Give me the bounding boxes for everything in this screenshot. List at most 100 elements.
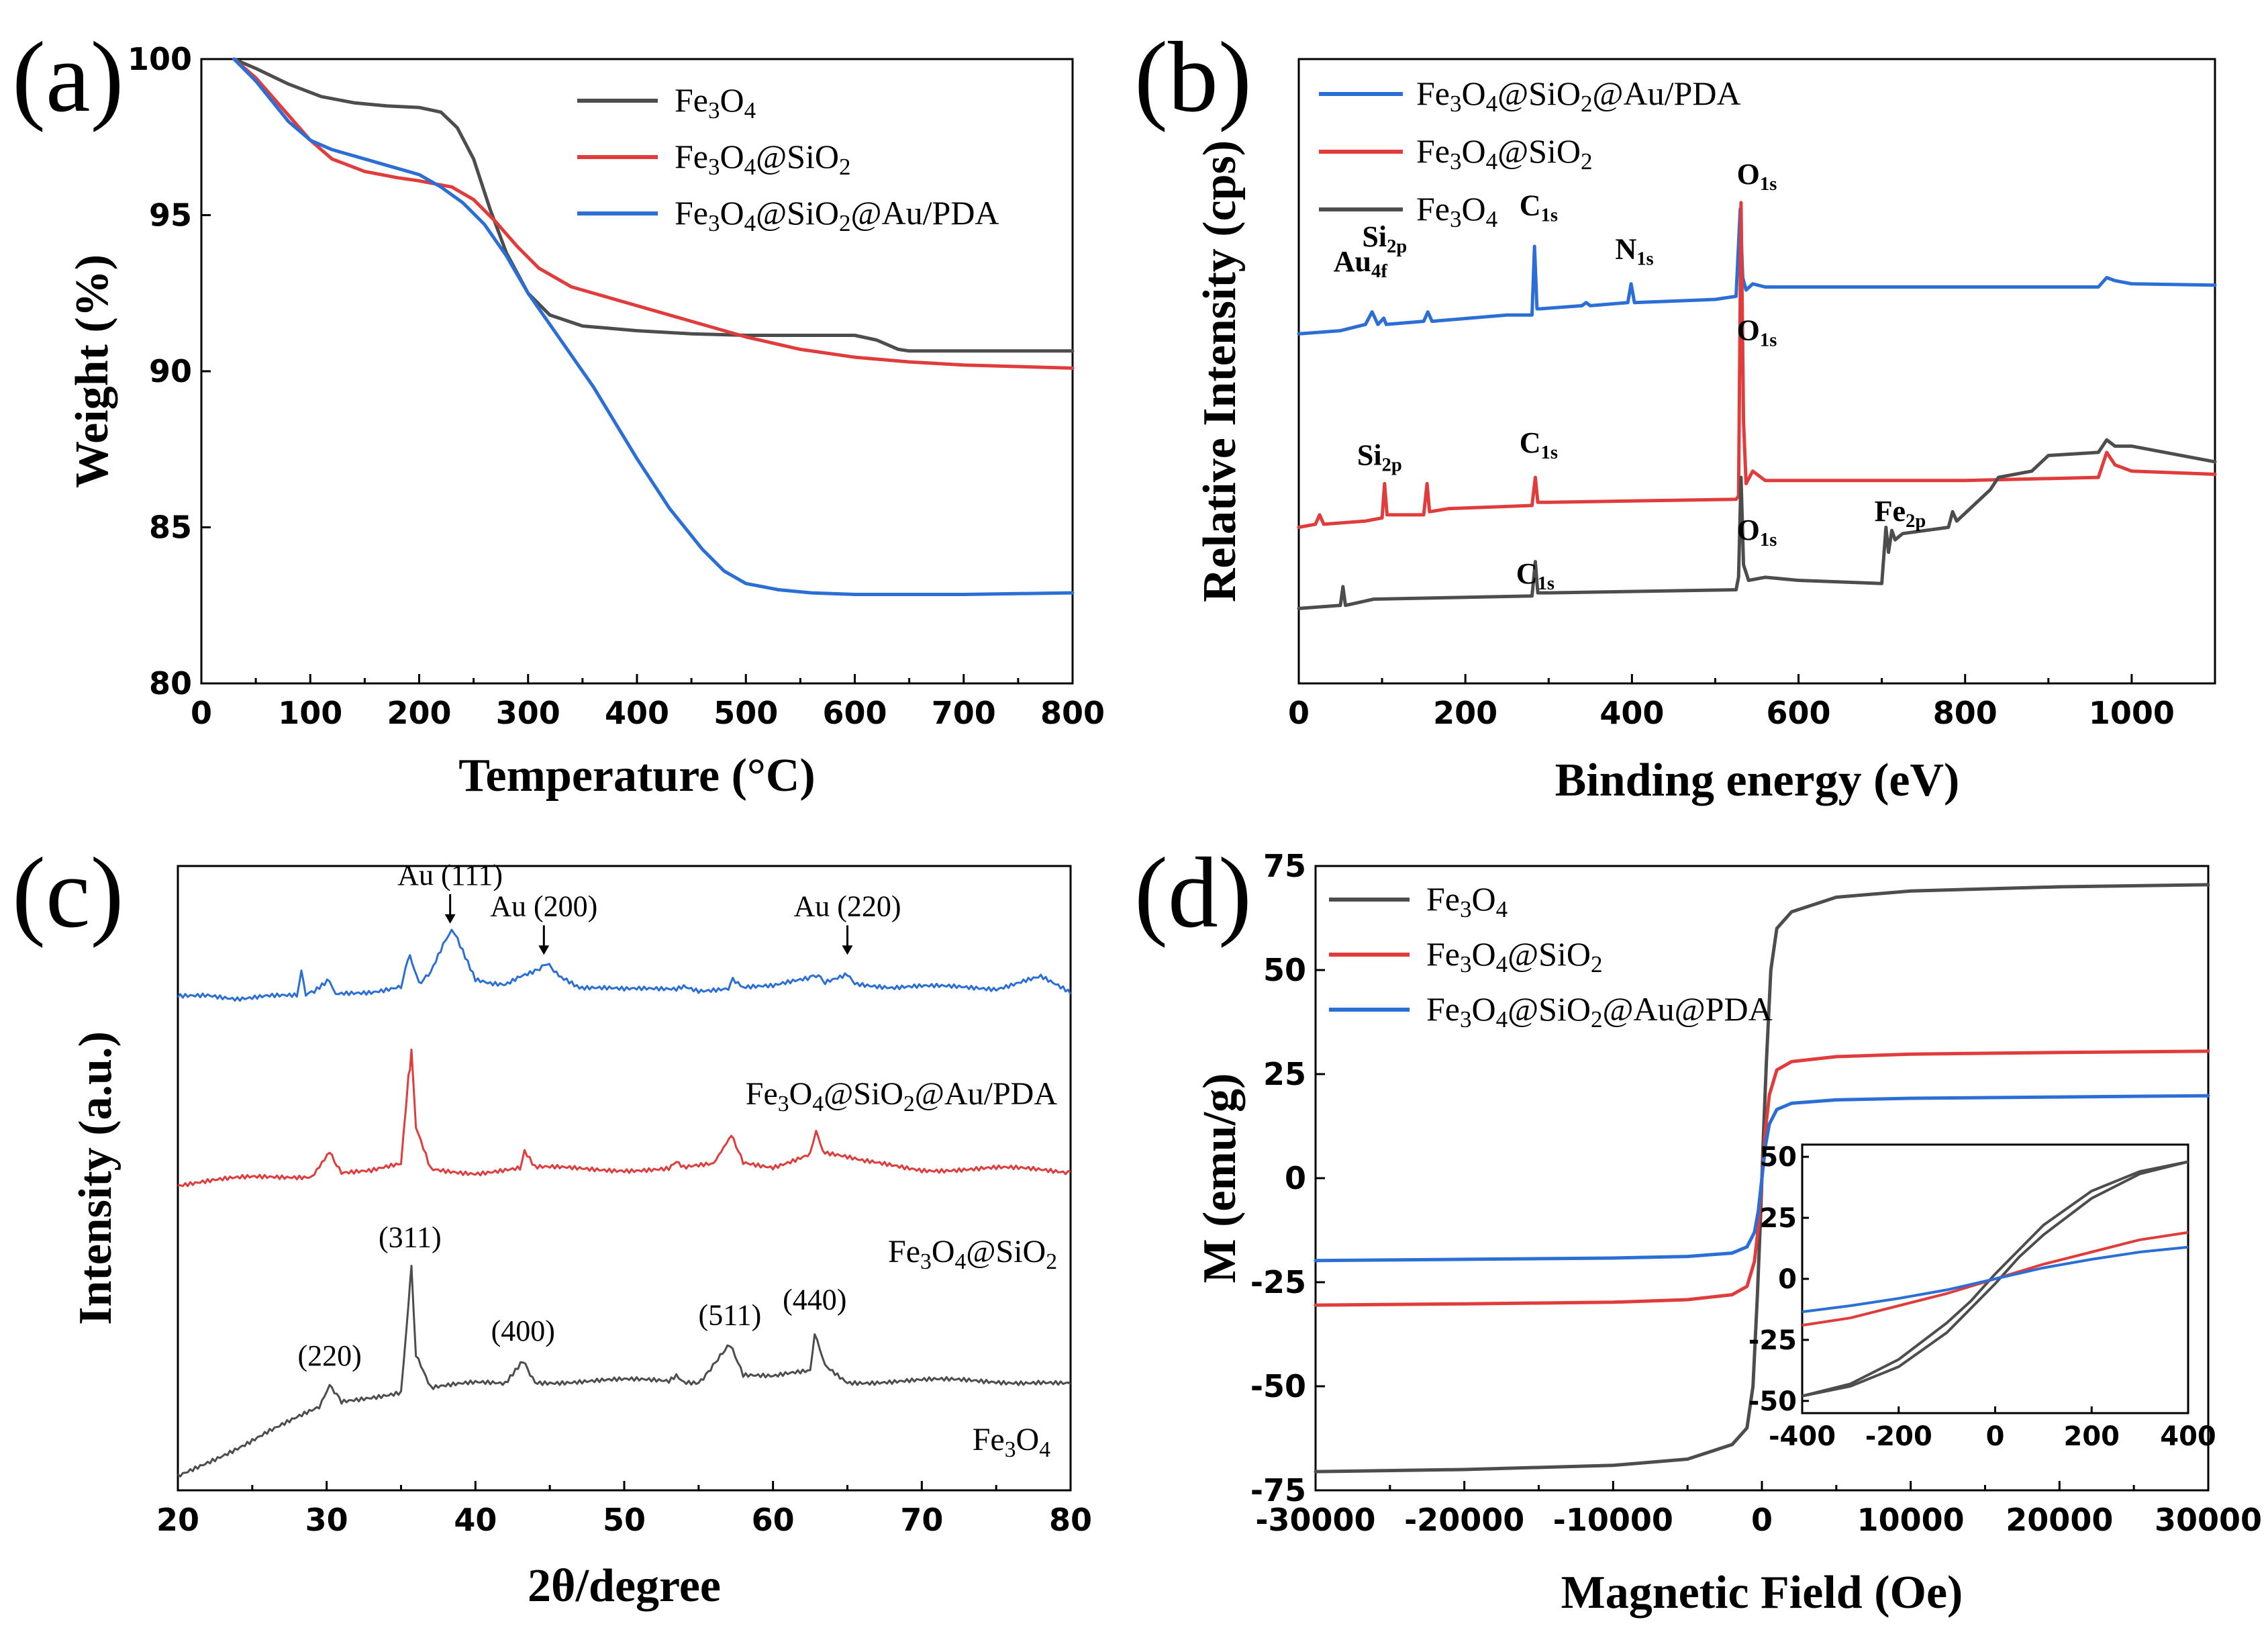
subscript: 3: [1460, 1006, 1472, 1032]
text-part: @Au/PDA: [915, 1076, 1058, 1112]
series-line-2: [1297, 438, 2217, 610]
text-part: @Au/PDA: [1592, 75, 1740, 112]
inset-x-tick-label: -200: [1865, 1421, 1932, 1452]
x-tick-label: 400: [605, 695, 669, 731]
subscript: 4: [1039, 1437, 1050, 1462]
panel-c-series: [177, 928, 1072, 1478]
panel-a-x-axis-title: Temperature (°C): [458, 750, 816, 802]
y-tick-label: 90: [149, 353, 192, 389]
x-tick-label: 300: [496, 695, 560, 731]
y-tick-label: 95: [149, 197, 192, 234]
subscript: 2: [1046, 1249, 1057, 1274]
peak-annotation: (511): [699, 1299, 762, 1332]
x-tick-label: 100: [278, 695, 342, 731]
text-part: O: [720, 138, 744, 175]
peak-element: N: [1615, 233, 1636, 266]
text-part: Fe: [1426, 990, 1460, 1028]
y-tick-label: 80: [149, 665, 192, 702]
panel-a-ticks: 0 100 200 300 400 500 600 700 800 80 85 90 95 100: [128, 41, 1105, 731]
series-line-1: [232, 57, 1075, 370]
panel-b-xps-chart: (b) 0 200 400 600 800 1000 Au4fSi2pC1sN1sO1sS…: [1134, 21, 2217, 806]
inset-series-line-3: [1802, 1245, 2189, 1314]
subscript: 4: [955, 1249, 967, 1274]
annotation-arrowhead: [842, 945, 853, 955]
text-part: @SiO: [1497, 132, 1581, 170]
legend-entry: Fe3O4: [1416, 190, 1497, 232]
subscript: 2: [903, 1092, 915, 1116]
subscript: 3: [708, 97, 720, 124]
x-tick-label: 400: [1599, 695, 1664, 731]
panel-a-y-axis-title: Weight (%): [66, 254, 118, 488]
x-tick-label: 700: [932, 695, 996, 731]
text-part: @SiO: [824, 1076, 903, 1112]
text-part: O: [1472, 935, 1496, 973]
panel-b-x-axis-title: Binding energy (eV): [1555, 755, 1960, 806]
peak-annotation: (440): [783, 1283, 846, 1316]
peak-orbital: 1s: [1636, 248, 1653, 269]
panel-b-y-axis-title: Relative Intensity (cps): [1194, 140, 1246, 602]
series-line-0: [177, 928, 1072, 1002]
subscript: 2: [839, 154, 851, 180]
y-tick-label: 75: [1263, 848, 1306, 884]
x-tick-label: 10000: [1857, 1502, 1965, 1538]
panel-c-xrd-chart: (c) 20 30 40 50 60 70 80 Au (111)Au (200) Au (2…: [12, 837, 1092, 1612]
y-tick-label: 100: [128, 41, 192, 77]
text-part: O: [1462, 190, 1486, 228]
x-tick-label: 0: [1751, 1502, 1773, 1538]
panel-b-series: [1297, 201, 2217, 610]
text-part: @Au@PDA: [1602, 990, 1772, 1028]
sample-label-fe3o4: Fe3O4: [973, 1422, 1050, 1462]
text-part: @SiO: [1508, 990, 1591, 1028]
subscript: 3: [1450, 91, 1462, 117]
inset-y-tick-label: 0: [1778, 1264, 1797, 1295]
x-tick-label: 600: [1767, 695, 1831, 731]
peak-annotation: Au (200): [490, 889, 597, 922]
peak-label: Si2p: [1357, 439, 1402, 476]
subscript: 4: [744, 154, 756, 180]
text-part: Fe: [1426, 935, 1460, 973]
legend-entry: Fe3O4@SiO2: [1416, 132, 1592, 175]
peak-element: Au: [1334, 245, 1371, 278]
peak-label: Si2p: [1362, 220, 1407, 257]
annotation-arrowhead: [444, 914, 456, 924]
peak-label: O1s: [1737, 514, 1777, 550]
peak-orbital: 1s: [1541, 442, 1558, 463]
text-part: @Au/PDA: [850, 194, 999, 232]
peak-orbital: 4f: [1371, 261, 1387, 282]
y-tick-label: 50: [1263, 952, 1306, 988]
y-tick-label: 0: [1285, 1160, 1306, 1196]
x-tick-label: 800: [1933, 695, 1998, 731]
x-tick-label: -20000: [1404, 1502, 1524, 1538]
subscript: 4: [1496, 896, 1508, 922]
panel-c-ticks: 20 30 40 50 60 70 80: [156, 1481, 1092, 1538]
peak-element: O: [1737, 314, 1760, 347]
panel-c-label: (c): [12, 837, 124, 949]
subscript: 3: [920, 1249, 932, 1274]
sample-label-au-pda: Fe3O4@SiO2@Au/PDA: [746, 1076, 1058, 1116]
panel-c-y-axis-title: Intensity (a.u.): [70, 1031, 121, 1325]
inset-y-tick-label: 50: [1759, 1142, 1797, 1173]
text-part: O: [1462, 75, 1486, 112]
panel-d-vsm-chart: (d) -30000 -20000 -10000 0 10000 20000 30000-7…: [1134, 837, 2262, 1619]
panel-a-series: [232, 57, 1075, 596]
peak-label: N1s: [1615, 233, 1653, 270]
panel-d-label: (d): [1134, 837, 1252, 949]
y-tick-label: 85: [149, 510, 192, 546]
peak-element: Si: [1357, 439, 1382, 472]
inset-y-tick-label: 25: [1759, 1203, 1797, 1234]
peak-element: C: [1516, 557, 1538, 590]
x-tick-label: 30: [305, 1502, 348, 1538]
peak-orbital: 1s: [1760, 530, 1777, 550]
x-tick-label: 500: [713, 695, 778, 731]
peak-orbital: 2p: [1382, 454, 1402, 475]
peak-annotation: (400): [491, 1314, 555, 1347]
peak-annotation: Au (220): [793, 889, 901, 922]
text-part: Fe: [1416, 132, 1450, 170]
subscript: 4: [1486, 148, 1498, 175]
series-line-2: [232, 57, 1075, 596]
y-tick-label: -75: [1250, 1472, 1306, 1508]
x-tick-label: 20000: [2006, 1502, 2113, 1538]
series-line-1: [1297, 201, 2217, 529]
